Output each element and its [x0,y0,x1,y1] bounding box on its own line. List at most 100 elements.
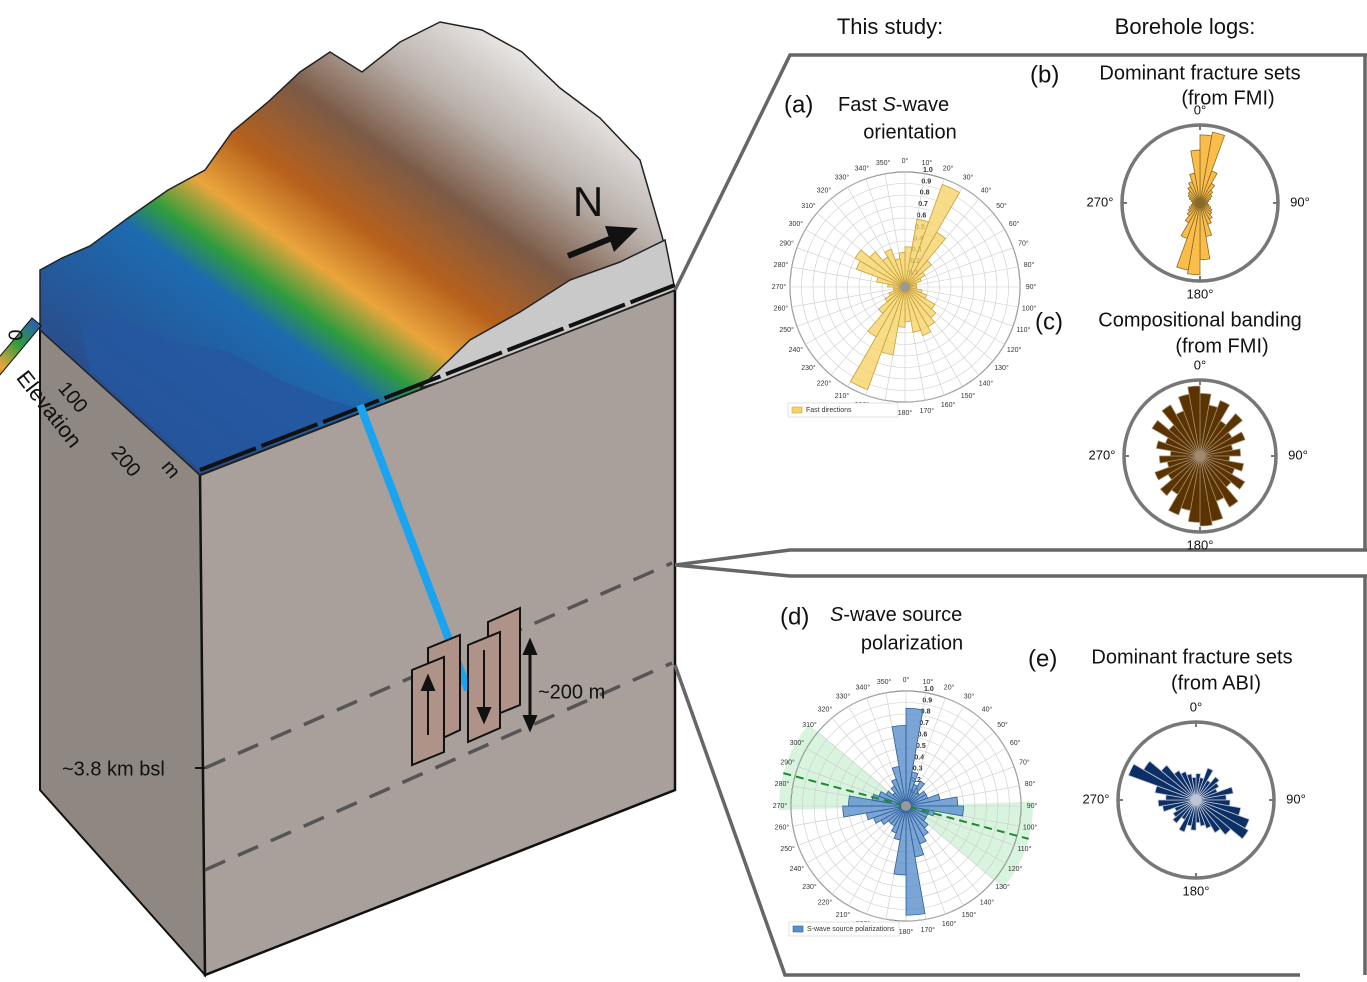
panel-title: polarization [861,632,963,654]
scale-strip [199,283,676,472]
angle-label: 290° [780,759,795,767]
angle-label: 140° [980,898,995,906]
rose-petal [1195,776,1220,801]
radial-label: 0.8 [920,190,930,197]
rose-petal [1173,769,1197,801]
angle-label: 270° [772,283,787,291]
polar-center [901,801,911,811]
rose-petal [849,286,906,391]
legend-label: Fast directions [806,407,852,414]
rose-petal [904,286,922,333]
rose-petal [1195,799,1249,840]
rose-petal [1160,764,1197,801]
angle-label: 10° [922,159,933,167]
angle-label: 80° [1024,261,1035,269]
angle-label: 100° [1022,305,1037,313]
rose-petal [869,251,906,288]
angle-label: 270° [773,802,788,810]
angle-label: 210° [835,392,850,400]
title-part: S [882,94,896,116]
angle-label: 50° [996,202,1007,210]
angle-label: 230° [802,883,817,891]
rose-petal [842,805,907,818]
angle-label: 60° [1010,739,1021,747]
angle-label: 220° [818,898,833,906]
radial-label: 0.3 [913,766,923,773]
radial-label: 1.0 [923,167,933,174]
depth-label: ~3.8 km bsl [62,758,165,780]
angle-label: 0° [902,157,909,165]
panel-letter: (c) [1035,308,1063,335]
north-arrowhead [605,226,638,252]
rose-petal [1195,799,1232,836]
angle-label: 160° [942,920,957,928]
angle-label: 90° [1026,283,1037,291]
angle-label: 70° [1019,759,1030,767]
polar-center [900,282,910,292]
rose-petal [1172,799,1197,824]
rose-petal [854,249,906,288]
compass-label: 180° [1183,883,1210,898]
angle-label: 320° [818,705,833,713]
angle-label: 100° [1023,824,1038,832]
compass-label: 180° [1187,537,1214,552]
angle-label: 170° [921,926,936,934]
angle-label: 60° [1009,220,1020,228]
angle-label: 110° [1017,845,1031,853]
fit-line [783,772,1029,840]
legend-box [788,921,900,937]
rose-petal [1195,786,1234,801]
title-part: -wave source [843,604,962,626]
angle-label: 20° [943,164,954,172]
rose-petal [1199,193,1213,204]
rose-petal [1191,776,1197,801]
radial-label: 0.9 [921,178,931,185]
angle-label: 140° [979,379,994,387]
polar-spoke [791,286,906,308]
compass-label: 270° [1089,447,1116,462]
angle-label: 280° [775,780,790,788]
angle-label: 330° [836,693,851,701]
radial-label: 0.7 [919,720,929,727]
panel-title: orientation [863,121,956,143]
panel-title: (from FMI) [1175,335,1268,357]
angle-label: 320° [817,186,832,194]
elevation-colorbar [0,317,42,472]
rose-petal [1187,385,1201,457]
angle-label: 250° [779,326,794,334]
angle-label: 180° [899,928,914,936]
angle-label: 340° [855,164,870,172]
legend-label: S-wave source polarizations [807,926,895,933]
panel-title: Fast S-wave [838,94,949,116]
angle-label: 10° [923,678,934,686]
rose-petal [1199,431,1246,457]
north-label: N [573,178,603,225]
rose-petal [1151,419,1201,457]
radial-label: 0.4 [914,754,924,761]
rose-petal [1168,455,1201,516]
sea [80,320,360,470]
rose-petal [1199,448,1241,457]
rose-petal [1190,149,1201,204]
angle-label: 40° [981,186,992,194]
rose-petal [1195,782,1220,801]
panel-title: (from ABI) [1171,672,1261,694]
radial-label: 0.5 [916,743,926,750]
compass-label: 90° [1286,791,1306,806]
panel-letter: (e) [1028,645,1057,672]
angle-label: 340° [856,683,871,691]
polar-spoke [904,247,1014,288]
panel-title: Compositional banding [1098,309,1301,331]
rose-petal [904,183,961,288]
rose-petal [1199,455,1246,490]
rose-petal [1143,760,1197,801]
rose-petal [1188,202,1201,210]
rose-petal [1159,455,1201,497]
panel-title: (from FMI) [1181,87,1274,109]
terrain-cliff [419,238,676,389]
angle-label: 150° [962,911,977,919]
compass-label: 0° [1194,102,1206,117]
angle-label: 240° [790,865,805,873]
angle-label: 350° [877,678,892,686]
